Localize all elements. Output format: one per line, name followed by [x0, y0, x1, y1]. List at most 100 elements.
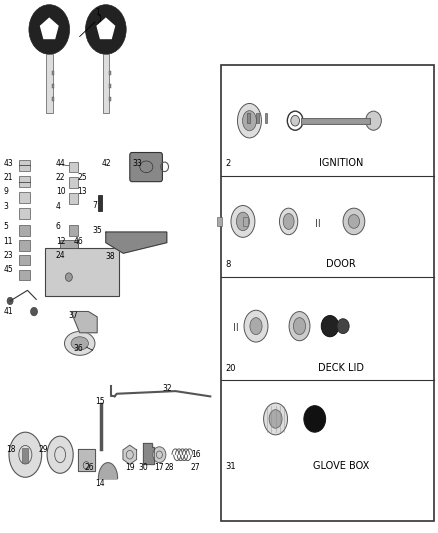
Ellipse shape [279, 208, 298, 235]
Circle shape [304, 406, 325, 432]
Text: 23: 23 [4, 251, 13, 260]
Bar [69, 161, 78, 172]
Ellipse shape [244, 310, 268, 342]
Text: 31: 31 [226, 462, 236, 471]
Text: 8: 8 [226, 260, 231, 269]
Text: 42: 42 [102, 159, 111, 167]
Ellipse shape [289, 312, 310, 341]
Bar [19, 160, 30, 171]
Text: 22: 22 [56, 173, 65, 182]
Circle shape [343, 208, 365, 235]
Bar [256, 113, 258, 123]
Circle shape [65, 273, 72, 281]
Text: 12: 12 [56, 237, 65, 246]
Bar [102, 54, 109, 113]
Circle shape [287, 111, 303, 130]
Ellipse shape [237, 212, 250, 231]
Circle shape [85, 5, 126, 54]
Text: IGNITION: IGNITION [319, 158, 363, 168]
Bar [19, 192, 30, 203]
Ellipse shape [231, 206, 255, 237]
Text: 16: 16 [191, 450, 200, 459]
Text: 7: 7 [93, 201, 98, 210]
Text: 30: 30 [138, 464, 148, 472]
Bar [69, 177, 78, 188]
Bar [19, 270, 30, 280]
Text: 46: 46 [73, 237, 83, 246]
Circle shape [337, 319, 349, 334]
Bar [52, 84, 54, 88]
Bar [22, 448, 28, 463]
Text: 10: 10 [56, 187, 65, 196]
Text: 33: 33 [132, 159, 142, 167]
Text: 37: 37 [69, 311, 78, 320]
FancyBboxPatch shape [45, 248, 119, 296]
Text: 11: 11 [4, 237, 13, 246]
Bar [221, 65, 434, 521]
Polygon shape [143, 442, 154, 464]
Circle shape [29, 5, 70, 54]
Bar [69, 241, 78, 252]
Text: DECK LID: DECK LID [318, 362, 364, 373]
Text: 13: 13 [78, 187, 87, 196]
Text: 28: 28 [165, 464, 174, 472]
Ellipse shape [243, 111, 256, 131]
Bar [109, 97, 110, 101]
Text: 17: 17 [154, 464, 163, 472]
Bar [243, 217, 248, 225]
Text: 9: 9 [4, 187, 8, 196]
Text: 43: 43 [4, 159, 13, 167]
Bar [19, 176, 30, 187]
Ellipse shape [283, 214, 294, 229]
Ellipse shape [293, 318, 306, 335]
Text: 6: 6 [56, 222, 61, 231]
Bar [69, 193, 78, 204]
Bar [217, 217, 222, 225]
Text: II: II [233, 324, 238, 334]
Bar [19, 208, 30, 219]
Bar [109, 71, 110, 75]
Bar [52, 71, 54, 75]
Bar [19, 225, 30, 236]
Text: 4: 4 [56, 201, 61, 211]
Bar [247, 113, 250, 123]
Circle shape [321, 316, 339, 337]
Polygon shape [99, 463, 117, 479]
Text: 14: 14 [95, 479, 105, 488]
Text: GLOVE BOX: GLOVE BOX [313, 461, 369, 471]
Text: 5: 5 [4, 222, 8, 231]
Text: 32: 32 [162, 384, 172, 393]
Text: II: II [315, 219, 321, 229]
Text: 35: 35 [93, 226, 102, 235]
Bar [109, 84, 110, 88]
Polygon shape [123, 445, 137, 464]
Text: 19: 19 [125, 464, 135, 472]
Bar [46, 54, 53, 113]
Bar [19, 240, 30, 251]
Text: 2: 2 [226, 159, 231, 168]
Polygon shape [41, 18, 58, 38]
Text: 1: 1 [97, 15, 102, 25]
Ellipse shape [237, 103, 261, 138]
Ellipse shape [9, 432, 42, 477]
Text: 21: 21 [4, 173, 13, 182]
Text: 25: 25 [78, 173, 87, 182]
Text: 29: 29 [39, 445, 48, 454]
Text: 27: 27 [191, 464, 200, 472]
Bar [98, 195, 102, 211]
Polygon shape [97, 18, 115, 38]
Text: 15: 15 [95, 397, 105, 406]
Polygon shape [106, 232, 167, 253]
Text: 41: 41 [4, 307, 13, 316]
FancyBboxPatch shape [130, 152, 162, 182]
Circle shape [31, 308, 38, 316]
Circle shape [366, 111, 381, 130]
Ellipse shape [250, 318, 262, 335]
Circle shape [291, 115, 300, 126]
Polygon shape [71, 312, 97, 333]
Text: 18: 18 [6, 445, 15, 454]
Text: 44: 44 [56, 159, 66, 167]
Ellipse shape [47, 436, 73, 473]
Bar [52, 97, 54, 101]
Bar [69, 225, 78, 236]
